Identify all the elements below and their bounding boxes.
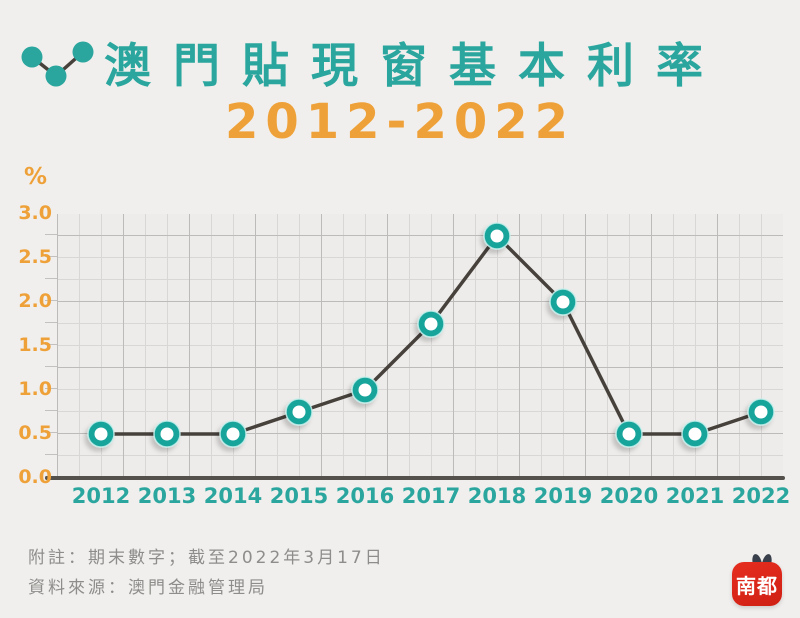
data-point-2014 (219, 420, 247, 448)
x-tick-2013: 2013 (137, 484, 197, 508)
y-tick-3.0: 3.0 (18, 202, 52, 224)
x-tick-2017: 2017 (401, 484, 461, 508)
y-tick-2.5: 2.5 (18, 246, 52, 268)
y-axis-unit-label: % (24, 164, 48, 190)
y-tick-0.0: 0.0 (18, 466, 52, 488)
data-point-2019 (549, 288, 577, 316)
x-tick-2021: 2021 (665, 484, 725, 508)
logo-box: 南都 (732, 562, 782, 606)
footnote-note: 附註：期末數字；截至2022年3月17日 (28, 548, 385, 568)
data-point-2016 (351, 376, 379, 404)
x-tick-2018: 2018 (467, 484, 527, 508)
page-subtitle: 2012-2022 (224, 94, 576, 150)
data-point-2020 (615, 420, 643, 448)
x-tick-2019: 2019 (533, 484, 593, 508)
data-point-2012 (87, 420, 115, 448)
x-tick-2014: 2014 (203, 484, 263, 508)
y-tick-2.0: 2.0 (18, 290, 52, 312)
y-tick-1.0: 1.0 (18, 378, 52, 400)
data-point-2017 (417, 310, 445, 338)
data-point-2018 (483, 222, 511, 250)
x-tick-2016: 2016 (335, 484, 395, 508)
x-tick-2020: 2020 (599, 484, 659, 508)
footnote: 附註：期末數字；截至2022年3月17日 資料來源：澳門金融管理局 (28, 543, 385, 603)
x-axis-line (45, 476, 785, 480)
y-tick-1.5: 1.5 (18, 334, 52, 356)
footnote-source: 資料來源：澳門金融管理局 (28, 578, 268, 598)
y-axis-ticks (45, 214, 57, 479)
data-point-2015 (285, 398, 313, 426)
data-point-2022 (747, 398, 775, 426)
data-point-2013 (153, 420, 181, 448)
x-tick-2012: 2012 (71, 484, 131, 508)
x-tick-2015: 2015 (269, 484, 329, 508)
y-tick-0.5: 0.5 (18, 422, 52, 444)
page-title: 澳門貼現窗基本利率 (104, 39, 725, 94)
nandu-logo: 南都 (731, 550, 783, 608)
logo-text: 南都 (736, 573, 778, 598)
x-tick-2022: 2022 (731, 484, 791, 508)
data-point-2021 (681, 420, 709, 448)
line-chart-icon (21, 41, 94, 87)
